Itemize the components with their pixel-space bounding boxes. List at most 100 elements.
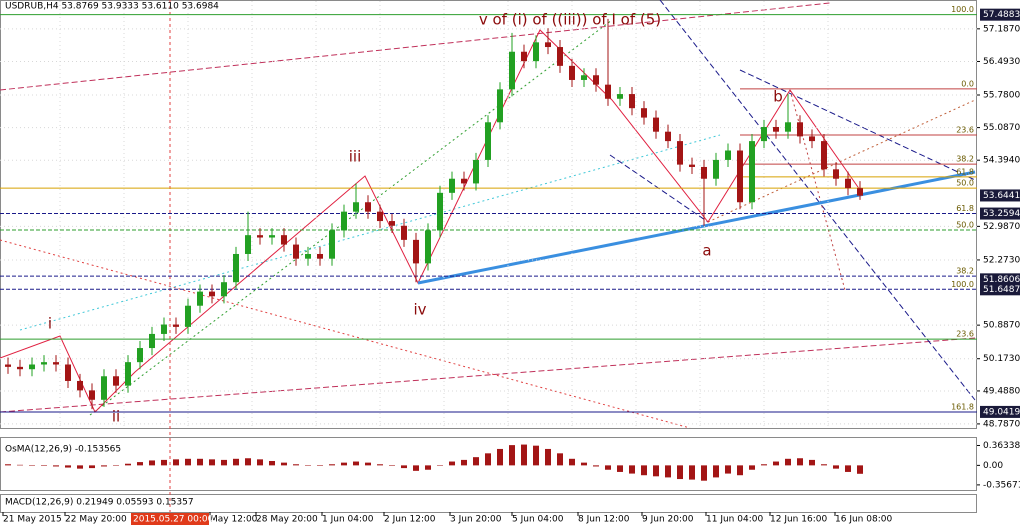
candle-body bbox=[149, 333, 155, 349]
price-marker-label: 53.2594 bbox=[983, 209, 1020, 219]
y-tick-label: 52.9870 bbox=[983, 222, 1020, 232]
osma-bar bbox=[473, 457, 479, 466]
fib-level-label: 50.0 bbox=[956, 179, 974, 188]
osma-bar bbox=[113, 465, 119, 466]
osma-bar bbox=[701, 465, 707, 481]
y-tick-label: 49.4880 bbox=[983, 386, 1020, 396]
candle-body bbox=[557, 47, 563, 66]
osma-bar bbox=[845, 465, 851, 472]
candle-body bbox=[665, 131, 671, 142]
trend-line bbox=[417, 170, 976, 285]
osma-bar bbox=[569, 458, 575, 466]
candle-body bbox=[377, 211, 383, 222]
osma-bar bbox=[533, 445, 539, 466]
candle-body bbox=[209, 291, 215, 297]
osma-bar bbox=[413, 465, 419, 471]
osma-bar bbox=[41, 465, 47, 466]
osma-bar bbox=[377, 464, 383, 466]
fib-level-label: 23.6 bbox=[956, 330, 974, 339]
candle-body bbox=[485, 122, 491, 160]
channel-line bbox=[0, 239, 691, 429]
osma-bar bbox=[389, 465, 395, 466]
candle-body bbox=[473, 159, 479, 184]
candle-body bbox=[5, 364, 11, 367]
channel-line bbox=[659, 0, 976, 401]
candle-body bbox=[605, 84, 611, 99]
candle-body bbox=[761, 126, 767, 142]
osma-bar bbox=[233, 458, 239, 466]
osma-bar bbox=[281, 462, 287, 466]
osma-bar bbox=[713, 465, 719, 478]
cursor-label-box bbox=[131, 513, 209, 525]
channel-line bbox=[739, 69, 976, 181]
cursor-label: 2015.05.27 00:00 bbox=[133, 515, 214, 525]
candle-body bbox=[725, 150, 731, 160]
y-tick-label: 50.8870 bbox=[983, 321, 1020, 331]
osma-bar bbox=[125, 463, 131, 466]
osma-bar bbox=[641, 465, 647, 476]
osma-bar bbox=[797, 458, 803, 466]
candle-body bbox=[29, 364, 35, 370]
x-tick-label: 11 Jun 04:00 bbox=[706, 515, 763, 525]
wave-label: ii bbox=[112, 408, 120, 426]
osma-bar bbox=[317, 465, 323, 466]
fib-level-label: 161.8 bbox=[951, 403, 974, 412]
chart-title: USDRUB,H4 53.8769 53.9333 53.6110 53.698… bbox=[5, 2, 219, 12]
candle-body bbox=[113, 376, 119, 386]
osma-bar bbox=[257, 459, 263, 466]
candle-body bbox=[365, 202, 371, 212]
fib-level-label: 100.0 bbox=[951, 280, 974, 289]
osma-bar bbox=[341, 462, 347, 466]
candle-body bbox=[845, 178, 851, 189]
osma-title: OsMA(12,26,9) -0.153565 bbox=[5, 445, 121, 455]
candle-body bbox=[509, 51, 515, 90]
osma-bar bbox=[29, 465, 35, 466]
channel-line bbox=[707, 99, 976, 223]
channel-line bbox=[0, 337, 976, 413]
osma-bar bbox=[245, 458, 251, 466]
osma-bar bbox=[545, 448, 551, 466]
y-tick-label: 55.7800 bbox=[983, 91, 1020, 101]
price-marker-label: 51.8606 bbox=[983, 275, 1020, 285]
candle-body bbox=[569, 65, 575, 80]
channel-line bbox=[89, 19, 613, 416]
price-marker bbox=[980, 273, 1020, 286]
osma-bar bbox=[557, 453, 563, 466]
osma-bar bbox=[5, 464, 11, 466]
osma-bar bbox=[857, 465, 863, 474]
candle-body bbox=[461, 178, 467, 184]
candle-body bbox=[65, 364, 71, 381]
osma-bar bbox=[737, 465, 743, 476]
osma-bar bbox=[161, 459, 167, 466]
osma-bar bbox=[809, 459, 815, 466]
osma-bar bbox=[185, 458, 191, 466]
x-tick-label: 16 Jun 08:00 bbox=[835, 515, 892, 525]
osma-bar bbox=[305, 465, 311, 466]
osma-bar bbox=[593, 465, 599, 467]
osma-bar bbox=[521, 444, 527, 466]
candle-body bbox=[305, 253, 311, 259]
wave-label: i bbox=[48, 315, 52, 333]
candle-body bbox=[653, 117, 659, 132]
candle-body bbox=[389, 221, 395, 226]
macd-title: MACD(12,26,9) 0.21949 0.05593 0.15357 bbox=[5, 498, 194, 508]
wave-label: b bbox=[773, 88, 783, 106]
osma-frame bbox=[0, 437, 977, 491]
candle-body bbox=[125, 362, 131, 386]
candle-body bbox=[713, 159, 719, 179]
x-tick-label: 1 Jun 04:00 bbox=[322, 515, 374, 525]
candle-body bbox=[425, 230, 431, 264]
osma-bar bbox=[833, 465, 839, 469]
y-tick-label: 48.7870 bbox=[983, 419, 1020, 429]
y-tick-label: 55.0870 bbox=[983, 123, 1020, 133]
candle-body bbox=[185, 305, 191, 327]
channel-line bbox=[0, 2, 831, 91]
osma-bar bbox=[401, 465, 407, 469]
osma-bar bbox=[425, 465, 431, 470]
fib-level-label: 50.0 bbox=[956, 220, 974, 229]
osma-bar bbox=[785, 458, 791, 466]
wave-label: iii bbox=[349, 148, 362, 166]
candle-body bbox=[797, 122, 803, 137]
candle-body bbox=[53, 362, 59, 365]
